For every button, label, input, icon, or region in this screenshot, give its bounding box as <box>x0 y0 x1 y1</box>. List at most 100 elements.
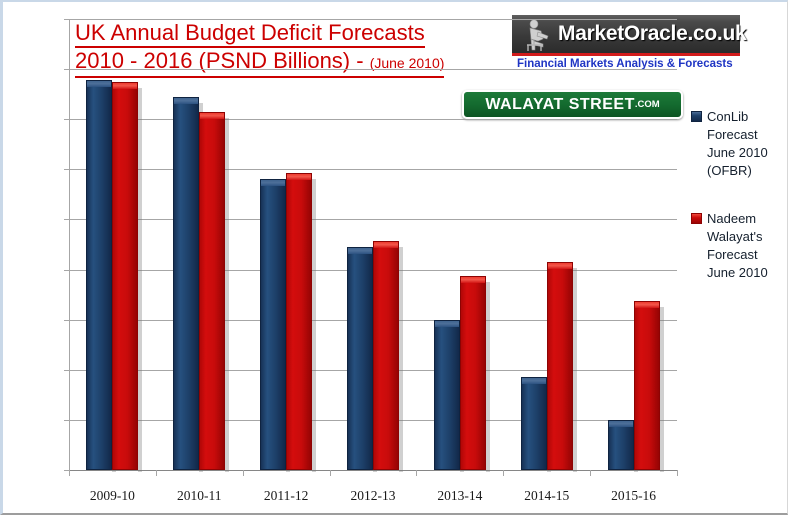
bar-top-cap <box>546 262 573 270</box>
x-axis-tick <box>155 470 157 476</box>
legend-entry-walayat: Nadeem Walayat's Forecast June 2010 <box>691 210 787 282</box>
y-gridline <box>69 19 677 20</box>
x-axis-tick <box>416 470 418 476</box>
bar-body <box>607 424 634 470</box>
legend-label-conlib: ConLib Forecast June 2010 (OFBR) <box>707 109 768 178</box>
legend-entry-conlib: ConLib Forecast June 2010 (OFBR) <box>691 108 787 180</box>
bar-top-cap <box>199 111 226 119</box>
bar-shadow <box>572 268 577 472</box>
bar-group <box>69 19 156 472</box>
x-axis-label: 2015-16 <box>611 488 657 503</box>
bar-2009-10-walayat <box>112 81 143 472</box>
bar-top-cap <box>346 247 373 255</box>
bar-group <box>503 19 590 472</box>
chart-title-line2-main: 2010 - 2016 (PSND Billions) - <box>75 48 370 73</box>
bar-top-cap <box>607 419 634 427</box>
plot-area: £0£20£40£60£80£100£120£140£160£1802009-1… <box>64 19 678 503</box>
bar-2015-16-walayat <box>633 300 664 472</box>
bar-shadow <box>485 281 490 472</box>
bar-top-cap <box>260 179 287 187</box>
bar-group <box>416 19 503 472</box>
bar-group <box>330 19 417 472</box>
x-axis-tick <box>69 470 70 476</box>
y-axis-tick <box>64 69 69 71</box>
bar-2013-14-conlib <box>433 319 464 472</box>
bar-2009-10-conlib <box>86 80 117 472</box>
x-axis-label: 2009-10 <box>89 488 135 503</box>
y-axis-tick <box>64 169 69 171</box>
bar-shadow <box>659 306 664 472</box>
y-axis-tick <box>64 269 69 271</box>
bar-body <box>546 267 573 470</box>
y-axis-tick <box>64 219 69 221</box>
logo-tagline: Financial Markets Analysis & Forecasts <box>517 58 733 70</box>
bar-top-cap <box>633 300 660 308</box>
seated-figure-icon <box>527 19 549 51</box>
walayat-street-sign: WALAYAT STREET.COM <box>462 90 683 119</box>
bar-body <box>346 252 373 470</box>
bar-body <box>286 178 313 470</box>
y-gridline <box>69 119 677 121</box>
bar-2014-15-conlib <box>520 377 551 472</box>
bar-2010-11-walayat <box>199 111 230 472</box>
x-axis-tick <box>590 470 592 476</box>
legend-swatch-red <box>691 213 702 224</box>
x-axis-label: 2011-12 <box>263 488 309 503</box>
bar-body <box>459 280 486 470</box>
y-gridline <box>69 470 677 471</box>
y-axis-tick <box>64 19 69 20</box>
x-axis-tick <box>242 470 244 476</box>
y-axis-line <box>69 19 70 470</box>
chart-title-line1: UK Annual Budget Deficit Forecasts <box>75 20 425 48</box>
legend-swatch-blue <box>691 111 702 122</box>
bar-group <box>156 19 243 472</box>
x-axis-tick <box>677 470 678 476</box>
x-axis-label: 2010-11 <box>177 488 222 503</box>
chart-title: UK Annual Budget Deficit Forecasts 2010 … <box>75 20 445 78</box>
bar-2011-12-conlib <box>260 179 291 472</box>
y-gridline <box>69 169 677 171</box>
bar-top-cap <box>433 319 460 327</box>
y-axis-tick <box>64 119 69 121</box>
y-gridline <box>69 219 677 221</box>
bar-group <box>590 19 677 472</box>
y-gridline <box>69 69 677 71</box>
legend-label-walayat: Nadeem Walayat's Forecast June 2010 <box>707 211 768 280</box>
logo-background <box>512 15 740 53</box>
bar-2015-16-conlib <box>607 419 638 472</box>
logo-red-rule <box>512 53 740 56</box>
bar-top-cap <box>173 96 200 104</box>
y-axis-tick <box>64 369 69 371</box>
chart-title-line2: 2010 - 2016 (PSND Billions) - (June 2010… <box>75 48 445 78</box>
bar-group <box>243 19 330 472</box>
chart-legend: ConLib Forecast June 2010 (OFBR) Nadeem … <box>691 108 787 312</box>
y-axis-tick <box>64 319 69 321</box>
bar-body <box>433 324 460 470</box>
bar-top-cap <box>112 81 139 89</box>
bar-top-cap <box>86 80 113 88</box>
x-axis-label: 2012-13 <box>350 488 396 503</box>
bar-2014-15-walayat <box>546 262 577 472</box>
x-axis-tick <box>329 470 331 476</box>
logo-wordmark: MarketOracle.co.uk <box>558 22 747 45</box>
bar-2010-11-conlib <box>173 96 204 472</box>
street-sign-text: WALAYAT STREET.COM <box>464 96 681 114</box>
bar-top-cap <box>459 275 486 283</box>
x-axis-tick <box>503 470 505 476</box>
street-sign-suffix: .COM <box>634 99 660 110</box>
bar-shadow <box>312 179 317 472</box>
bar-body <box>86 85 113 470</box>
x-axis-label: 2014-15 <box>524 488 570 503</box>
bar-shadow <box>398 246 403 472</box>
bar-body <box>199 116 226 470</box>
bar-2012-13-walayat <box>372 240 403 472</box>
bar-top-cap <box>372 240 399 248</box>
bar-2013-14-walayat <box>459 275 490 472</box>
bar-shadow <box>225 117 230 472</box>
market-oracle-logo: MarketOracle.co.uk Financial Markets Ana… <box>512 15 747 70</box>
bar-top-cap <box>520 377 547 385</box>
x-axis-label: 2013-14 <box>437 488 483 503</box>
bar-body <box>112 86 139 470</box>
bar-body <box>260 184 287 470</box>
